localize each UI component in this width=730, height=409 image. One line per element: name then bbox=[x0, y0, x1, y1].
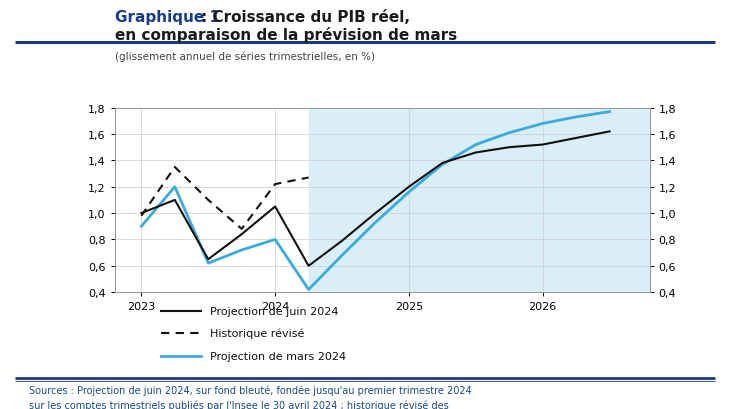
Text: (glissement annuel de séries trimestrielles, en %): (glissement annuel de séries trimestriel… bbox=[115, 51, 374, 62]
Text: Sources : Projection de juin 2024, sur fond bleuté, fondée jusqu'au premier trim: Sources : Projection de juin 2024, sur f… bbox=[29, 384, 472, 409]
Text: en comparaison de la prévision de mars: en comparaison de la prévision de mars bbox=[115, 27, 457, 43]
Text: Graphique 1: Graphique 1 bbox=[115, 10, 225, 25]
Text: Projection de mars 2024: Projection de mars 2024 bbox=[210, 351, 345, 361]
Text: : Croissance du PIB réel,: : Croissance du PIB réel, bbox=[201, 10, 410, 25]
Bar bbox=[309, 108, 650, 292]
Text: Historique révisé: Historique révisé bbox=[210, 328, 304, 339]
Text: Projection de juin 2024: Projection de juin 2024 bbox=[210, 306, 338, 316]
